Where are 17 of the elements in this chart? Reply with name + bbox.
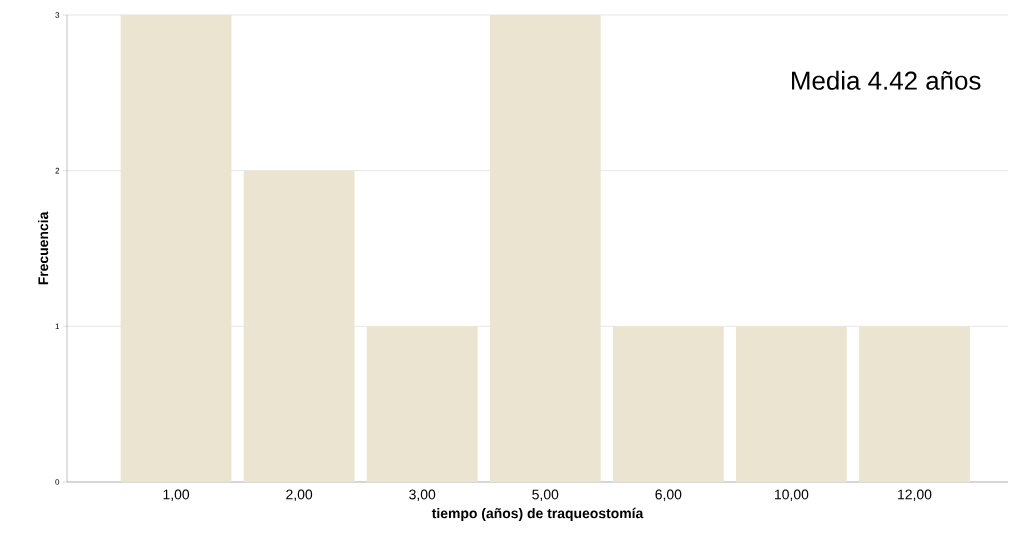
x-axis-title: tiempo (años) de traqueostomía xyxy=(431,507,644,521)
x-tick-label: 5,00 xyxy=(532,489,559,502)
bar xyxy=(489,14,601,482)
x-tick-label: 10,00 xyxy=(775,489,809,502)
bar xyxy=(120,14,232,482)
annotation: Media 4.42 años xyxy=(792,70,981,90)
bar xyxy=(736,326,847,482)
x-tick-label: 3,00 xyxy=(409,489,436,502)
bar xyxy=(243,170,355,482)
y-axis-title: Frecuencia xyxy=(37,211,49,285)
bar xyxy=(859,326,970,482)
x-tick-label: 12,00 xyxy=(898,489,932,502)
x-tick-label: 2,00 xyxy=(286,489,313,502)
bar xyxy=(366,326,478,482)
bar xyxy=(612,326,724,482)
x-tick-label: 1,00 xyxy=(163,489,190,502)
x-tick-label: 6,00 xyxy=(655,489,682,502)
